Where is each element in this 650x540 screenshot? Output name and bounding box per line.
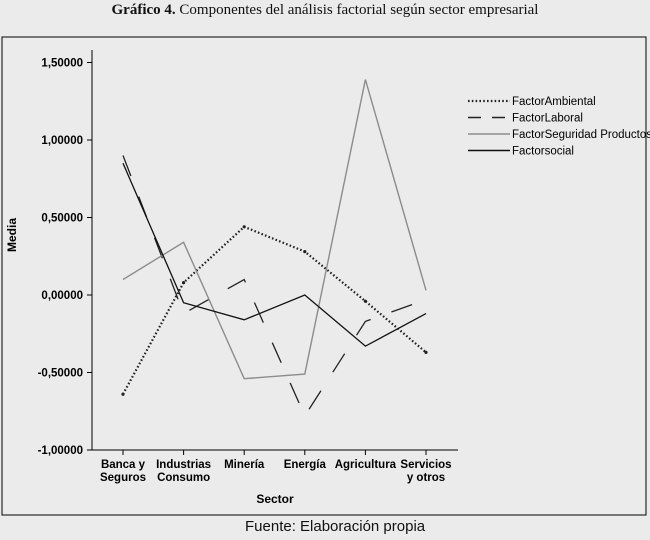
source-note: Fuente: Elaboración propia xyxy=(245,518,426,535)
x-tick-label: y otros xyxy=(407,472,445,484)
x-tick-label: Consumo xyxy=(157,472,210,484)
x-axis-label: Sector xyxy=(256,492,294,506)
data-point xyxy=(121,392,125,396)
figure-number: Gráfico 4. xyxy=(111,2,176,18)
y-tick-label: 1,50000 xyxy=(41,58,83,70)
legend-label: Factorsocial xyxy=(512,146,574,158)
y-axis-label: Media xyxy=(5,218,19,252)
legend-label: FactorLaboral xyxy=(512,113,583,125)
x-tick-label: Banca y xyxy=(101,459,146,471)
series-line-factorambiental xyxy=(122,225,427,395)
data-point xyxy=(424,350,428,354)
y-tick-label: -0,50000 xyxy=(38,368,83,380)
legend-label: FactorAmbiental xyxy=(512,96,596,108)
x-tick-label: Seguros xyxy=(100,472,146,484)
series-line-factorlaboral xyxy=(122,155,427,418)
y-tick-label: -1,00000 xyxy=(38,445,83,457)
chart-frame xyxy=(1,36,647,516)
data-point xyxy=(242,225,246,229)
y-tick-label: 0,00000 xyxy=(41,290,83,302)
x-tick-label: Energía xyxy=(284,459,327,471)
series-line-factorsocial xyxy=(122,162,427,347)
line-chart: 1,50000 1,00000 0,50000 0,00000 -0,50000 -1,0… xyxy=(1,36,650,516)
data-point xyxy=(182,281,186,285)
data-point xyxy=(303,250,307,254)
legend-label: FactorSeguridad Productos xyxy=(512,129,650,141)
figure-title: Gráfico 4. Componentes del análisis fact… xyxy=(0,0,650,22)
x-tick-label: Minería xyxy=(224,459,265,471)
y-tick-label: 0,50000 xyxy=(41,213,83,225)
y-tick-label: 1,00000 xyxy=(41,135,83,147)
y-axis-ticks: 1,50000 1,00000 0,50000 0,00000 -0,50000 -1,0… xyxy=(38,58,92,457)
figure-title-text: Componentes del análisis factorial según… xyxy=(175,2,539,18)
x-tick-label: Industrias xyxy=(156,459,211,471)
series-line-factorseguridad-productos xyxy=(122,79,427,380)
legend: FactorAmbiental FactorLaboral FactorSeguri… xyxy=(468,96,650,158)
x-tick-label: Agricultura xyxy=(335,459,397,471)
x-tick-label: Servicios xyxy=(400,459,451,471)
data-point xyxy=(363,299,367,303)
series-group xyxy=(121,79,428,418)
